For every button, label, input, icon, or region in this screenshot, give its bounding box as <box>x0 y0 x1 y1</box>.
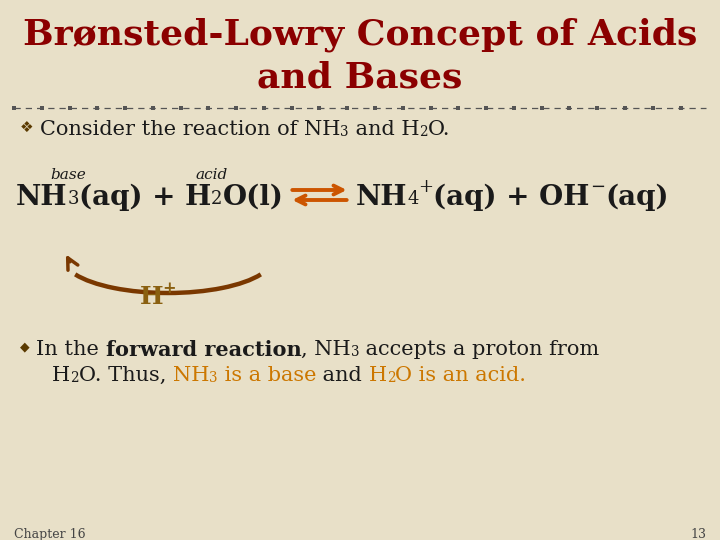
Text: base: base <box>50 168 86 182</box>
Text: 2: 2 <box>419 125 428 139</box>
Text: forward reaction: forward reaction <box>106 340 301 360</box>
Text: Chapter 16: Chapter 16 <box>14 528 86 540</box>
Text: O is an acid.: O is an acid. <box>395 366 526 385</box>
Text: H: H <box>369 366 387 385</box>
Text: In the: In the <box>36 340 106 359</box>
Text: Brønsted-Lowry Concept of Acids: Brønsted-Lowry Concept of Acids <box>23 18 697 52</box>
Text: Consider the reaction of NH: Consider the reaction of NH <box>40 120 341 139</box>
Text: NH: NH <box>173 366 209 385</box>
Text: and Bases: and Bases <box>257 60 463 94</box>
Text: (aq): (aq) <box>605 184 668 211</box>
Text: 3: 3 <box>209 371 217 385</box>
Text: 3: 3 <box>341 125 349 139</box>
Text: O(l): O(l) <box>222 184 284 211</box>
Text: NH: NH <box>16 184 68 211</box>
Text: −: − <box>590 178 605 196</box>
Text: +: + <box>163 280 176 297</box>
Text: accepts a proton from: accepts a proton from <box>359 340 600 359</box>
Text: acid: acid <box>195 168 228 182</box>
Text: (aq) + OH: (aq) + OH <box>433 184 590 211</box>
Text: H: H <box>52 366 70 385</box>
Text: 2: 2 <box>387 371 395 385</box>
Text: 13: 13 <box>690 528 706 540</box>
Text: 4: 4 <box>407 191 418 208</box>
Text: 2: 2 <box>211 191 222 208</box>
Text: 3: 3 <box>351 345 359 359</box>
Text: NH: NH <box>356 184 407 211</box>
Text: H: H <box>140 285 163 309</box>
Text: 2: 2 <box>70 371 78 385</box>
Text: and H: and H <box>349 120 419 139</box>
Text: O. Thus,: O. Thus, <box>78 366 173 385</box>
Text: and: and <box>316 366 369 385</box>
Text: ❖: ❖ <box>20 120 34 135</box>
Text: +: + <box>418 178 433 196</box>
Text: is a base: is a base <box>217 366 316 385</box>
Text: (aq) + H: (aq) + H <box>79 184 211 211</box>
Text: , NH: , NH <box>301 340 351 359</box>
Text: O.: O. <box>428 120 451 139</box>
Text: 3: 3 <box>68 191 79 208</box>
Text: ◆: ◆ <box>20 340 30 353</box>
